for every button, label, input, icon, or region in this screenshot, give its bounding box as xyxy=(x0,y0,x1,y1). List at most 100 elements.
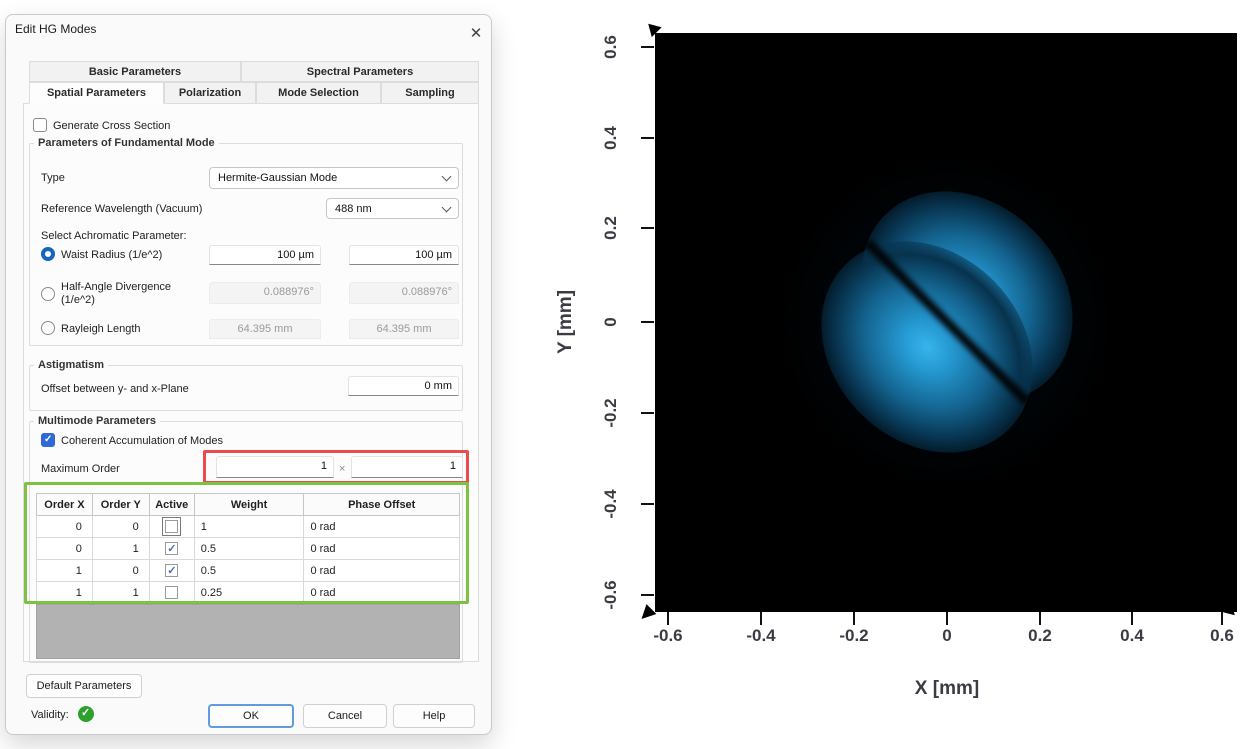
cell-weight[interactable]: 0.5 xyxy=(193,537,305,560)
active-checkbox[interactable] xyxy=(162,517,182,536)
half-angle-divergence-label-line1: Half-Angle Divergence xyxy=(61,281,172,293)
col-active[interactable]: Active xyxy=(148,493,195,516)
y-tick-label: 0.6 xyxy=(601,35,620,59)
table-empty-area xyxy=(36,604,460,659)
wavelength-label: Reference Wavelength (Vacuum) xyxy=(41,203,203,215)
maximum-order-x-field[interactable]: 1 xyxy=(216,456,334,478)
cell-order-y[interactable]: 1 xyxy=(91,537,150,560)
waist-radius-x-field[interactable]: 100 µm xyxy=(209,245,321,265)
tab-label: Mode Selection xyxy=(278,87,359,99)
astigmatism-offset-label: Offset between y- and x-Plane xyxy=(41,383,189,395)
y-tick xyxy=(641,503,654,505)
cell-order-x[interactable]: 1 xyxy=(36,559,93,582)
cell-order-y[interactable]: 0 xyxy=(91,559,150,582)
waist-radius-radio[interactable] xyxy=(41,247,55,261)
default-parameters-button[interactable]: Default Parameters xyxy=(26,674,142,698)
cell-phase-offset[interactable]: 0 rad xyxy=(303,515,460,538)
tab-mode-selection[interactable]: Mode Selection xyxy=(256,82,381,104)
ok-button[interactable]: OK xyxy=(208,704,294,728)
col-order-y[interactable]: Order Y xyxy=(91,493,150,516)
cell-order-y[interactable]: 1 xyxy=(91,581,150,604)
x-tick-label: 0.2 xyxy=(1028,626,1052,645)
maximum-order-times-glyph: × xyxy=(339,463,346,475)
astigmatism-group-title: Astigmatism xyxy=(38,359,105,371)
half-angle-divergence-radio[interactable] xyxy=(41,287,55,301)
x-tick-label: -0.4 xyxy=(746,626,776,645)
active-checkbox[interactable] xyxy=(165,586,179,599)
mode-intensity-plot[interactable] xyxy=(655,33,1237,612)
tab-basic-parameters[interactable]: Basic Parameters xyxy=(29,61,241,82)
cancel-button[interactable]: Cancel xyxy=(303,704,387,728)
half-angle-divergence-y-field: 0.088976° xyxy=(349,282,459,304)
tab-label: Spectral Parameters xyxy=(306,65,414,78)
cell-phase-offset[interactable]: 0 rad xyxy=(303,559,460,582)
x-tick-label: -0.2 xyxy=(839,626,869,645)
rayleigh-length-label: Rayleigh Length xyxy=(61,323,141,335)
table-row: 1 1 0.25 0 rad xyxy=(36,581,460,604)
rayleigh-length-radio[interactable] xyxy=(41,321,55,335)
y-tick xyxy=(641,137,654,139)
achromatic-parameter-label: Select Achromatic Parameter: xyxy=(41,230,187,242)
cell-phase-offset[interactable]: 0 rad xyxy=(303,581,460,604)
cell-order-x[interactable]: 0 xyxy=(36,537,93,560)
wavelength-dropdown[interactable]: 488 nm xyxy=(326,198,459,219)
tab-label: Spatial Parameters xyxy=(46,87,147,99)
coherent-accumulation-checkbox[interactable] xyxy=(41,433,55,447)
x-tick xyxy=(1039,612,1041,625)
y-tick-label: 0.2 xyxy=(601,216,620,240)
col-phase-offset[interactable]: Phase Offset xyxy=(303,493,460,516)
x-tick-label: 0 xyxy=(942,626,952,645)
maximum-order-label: Maximum Order xyxy=(41,463,120,475)
astigmatism-group: Astigmatism xyxy=(29,359,463,411)
active-checkbox[interactable] xyxy=(165,542,179,555)
cell-order-x[interactable]: 0 xyxy=(36,515,93,538)
x-tick-label: 0.4 xyxy=(1120,626,1144,645)
tab-spatial-parameters[interactable]: Spatial Parameters xyxy=(29,82,164,104)
cell-weight[interactable]: 1 xyxy=(193,515,305,538)
type-dropdown[interactable]: Hermite-Gaussian Mode xyxy=(209,167,459,189)
waist-radius-label: Waist Radius (1/e^2) xyxy=(61,249,163,261)
wavelength-value: 488 nm xyxy=(335,202,372,215)
waist-radius-y-field[interactable]: 100 µm xyxy=(349,245,459,265)
y-tick-label: -0.6 xyxy=(601,580,620,610)
validity-label: Validity: xyxy=(31,709,69,721)
help-button[interactable]: Help xyxy=(393,704,475,728)
x-tick xyxy=(853,612,855,625)
x-tick xyxy=(1221,612,1223,625)
chevron-down-icon xyxy=(441,202,452,212)
multimode-parameters-group-title: Multimode Parameters xyxy=(38,415,156,427)
y-tick-label: -0.2 xyxy=(601,398,620,428)
rayleigh-length-x-field: 64.395 mm xyxy=(209,319,321,339)
y-tick-label: -0.4 xyxy=(601,489,620,519)
half-angle-divergence-label-line2: (1/e^2) xyxy=(61,294,95,306)
rayleigh-length-y-field: 64.395 mm xyxy=(349,319,459,339)
multimode-parameters-group: Multimode Parameters xyxy=(29,415,463,663)
mode-table: Order X Order Y Active Weight Phase Offs… xyxy=(36,493,460,604)
col-order-x[interactable]: Order X xyxy=(36,493,93,516)
y-tick xyxy=(641,594,654,596)
col-weight[interactable]: Weight xyxy=(193,493,305,516)
generate-cross-section-checkbox[interactable] xyxy=(33,118,47,132)
active-checkbox[interactable] xyxy=(165,564,179,577)
astigmatism-offset-field[interactable]: 0 mm xyxy=(348,376,459,396)
tab-polarization[interactable]: Polarization xyxy=(164,82,256,104)
edit-hg-modes-dialog: Edit HG Modes ✕ Basic Parameters Spectra… xyxy=(5,14,492,735)
y-tick xyxy=(641,46,654,48)
cell-phase-offset[interactable]: 0 rad xyxy=(303,537,460,560)
cell-weight[interactable]: 0.25 xyxy=(193,581,305,604)
tab-sampling[interactable]: Sampling xyxy=(381,82,479,104)
half-angle-divergence-x-field: 0.088976° xyxy=(209,282,321,304)
cell-weight[interactable]: 0.5 xyxy=(193,559,305,582)
type-label: Type xyxy=(41,172,65,184)
x-tick xyxy=(667,612,669,625)
x-tick xyxy=(1131,612,1133,625)
y-tick xyxy=(641,412,654,414)
maximum-order-y-field[interactable]: 1 xyxy=(351,456,463,478)
table-row: 0 0 1 0 rad xyxy=(36,515,460,538)
cell-order-x[interactable]: 1 xyxy=(36,581,93,604)
close-icon[interactable]: ✕ xyxy=(469,25,483,42)
tab-spectral-parameters[interactable]: Spectral Parameters xyxy=(241,61,479,82)
cell-order-y[interactable]: 0 xyxy=(91,515,150,538)
y-tick xyxy=(641,227,654,229)
x-tick xyxy=(760,612,762,625)
